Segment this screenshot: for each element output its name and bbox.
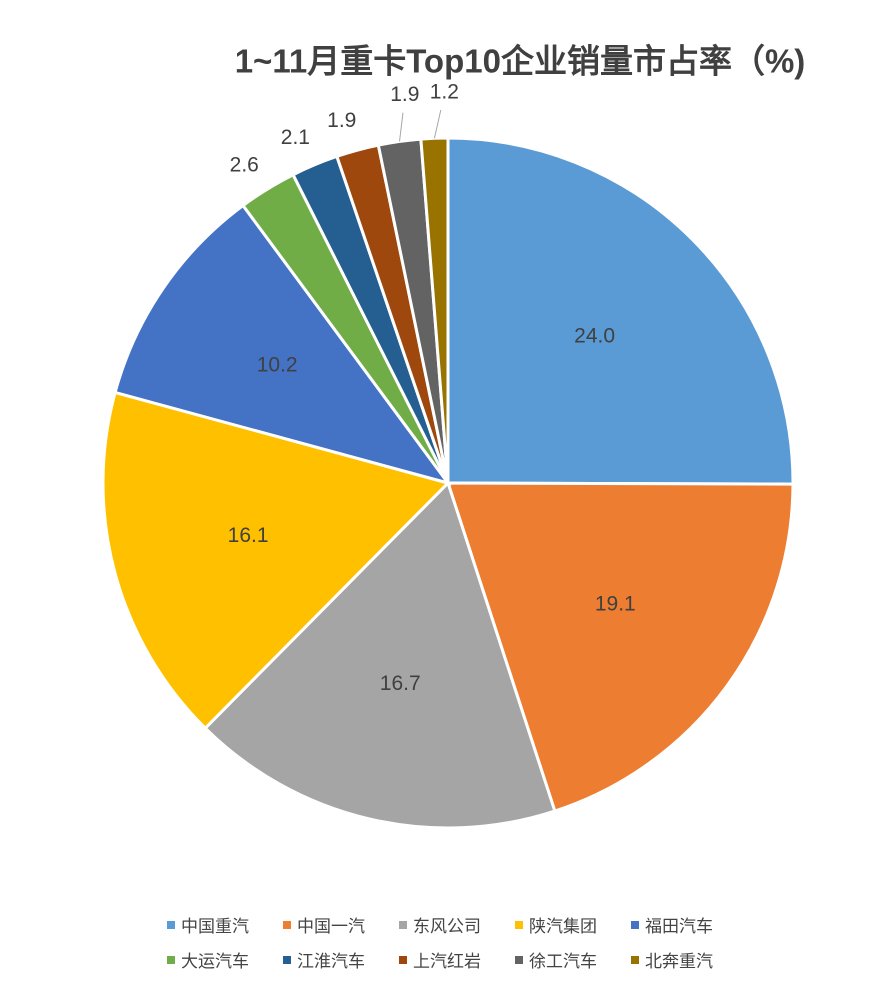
pie-slice [445, 481, 795, 813]
legend-item: 北奔重汽 [631, 947, 733, 972]
legend-item: 徐工汽车 [515, 947, 617, 972]
legend-item: 陕汽集团 [515, 912, 617, 937]
data-label: 1.9 [327, 109, 356, 132]
legend-item: 中国重汽 [167, 912, 269, 937]
leader-line [433, 109, 442, 139]
data-label: 16.7 [380, 672, 421, 695]
legend-swatch [515, 955, 523, 964]
data-label: 2.6 [230, 153, 259, 176]
data-label: 10.2 [257, 354, 298, 377]
legend-swatch [631, 955, 639, 964]
legend-label: 江淮汽车 [297, 952, 365, 972]
legend-item: 大运汽车 [167, 947, 269, 972]
legend-label: 东风公司 [413, 917, 481, 937]
chart-title: 1~11月重卡Top10企业销量市占率（%) [235, 43, 806, 80]
legend-label: 北奔重汽 [645, 952, 713, 972]
legend-label: 大运汽车 [181, 952, 249, 972]
legend-label: 徐工汽车 [529, 952, 597, 972]
legend-swatch [515, 920, 523, 929]
legend-swatch [399, 920, 407, 929]
legend-label: 陕汽集团 [529, 917, 597, 937]
data-label: 2.1 [281, 126, 310, 149]
pie-slice [113, 203, 452, 486]
legend-item: 江淮汽车 [283, 947, 385, 972]
pie-slice [101, 390, 451, 731]
legend-swatch [399, 955, 407, 964]
legend-item: 东风公司 [399, 912, 501, 937]
pie-slice [203, 480, 557, 830]
data-label: 1.9 [390, 83, 419, 106]
leader-line [399, 112, 404, 142]
legend-label: 中国一汽 [297, 917, 365, 937]
legend-label: 上汽红岩 [413, 952, 481, 972]
legend: 中国重汽 中国一汽 东风公司 陕汽集团 福田汽车大运汽车 江淮汽车 上汽红岩 徐工汽车 北奔重汽 [150, 912, 750, 972]
legend-swatch [167, 920, 175, 929]
legend-label: 中国重汽 [181, 917, 249, 937]
legend-swatch [631, 920, 639, 929]
pie-slice [446, 136, 795, 486]
data-label: 16.1 [228, 524, 269, 547]
legend-swatch [283, 920, 291, 929]
data-label: 1.2 [430, 81, 459, 104]
data-label: 24.0 [574, 324, 615, 347]
legend-swatch [167, 955, 175, 964]
legend-item: 中国一汽 [283, 912, 385, 937]
legend-swatch [283, 955, 291, 964]
data-label: 19.1 [595, 592, 636, 615]
legend-item: 福田汽车 [631, 912, 733, 937]
pie-slice [419, 136, 450, 484]
legend-item: 上汽红岩 [399, 947, 501, 972]
legend-label: 福田汽车 [645, 917, 713, 937]
